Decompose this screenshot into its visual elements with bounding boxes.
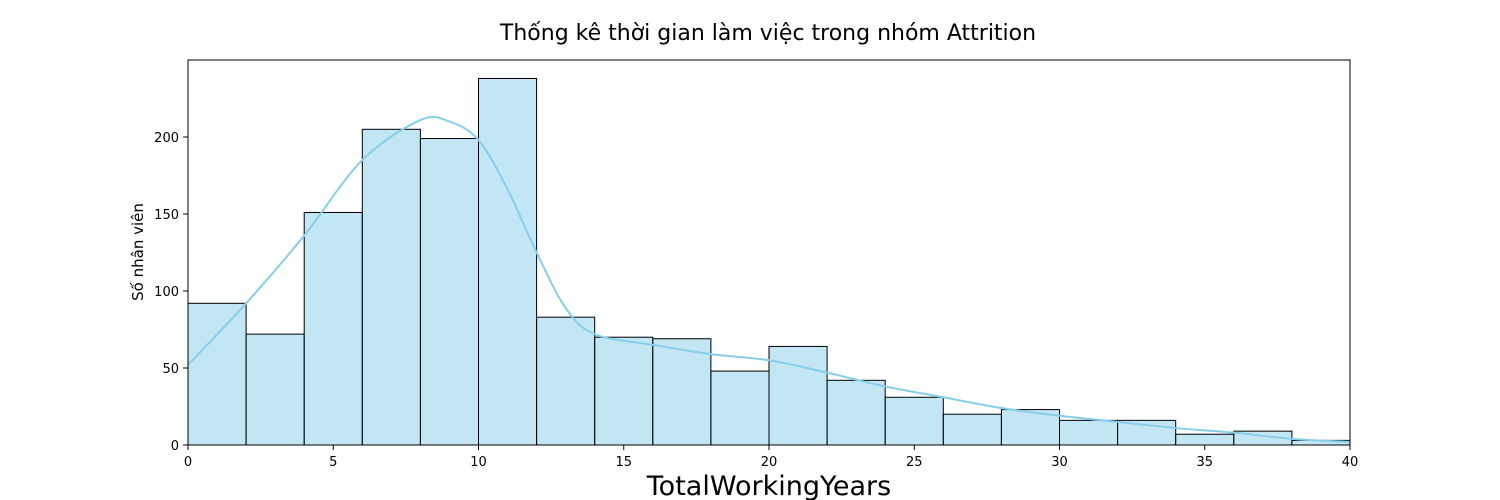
histogram-bar xyxy=(245,333,305,446)
kde-curve xyxy=(187,115,1351,443)
x-tick-label: 30 xyxy=(1051,455,1068,470)
histogram-bar xyxy=(652,338,712,446)
histogram-bar xyxy=(536,316,596,446)
x-tick-label: 10 xyxy=(470,455,487,470)
histogram-bar xyxy=(187,302,247,446)
x-tick-label: 15 xyxy=(615,455,632,470)
x-tick-label: 5 xyxy=(329,455,337,470)
histogram-bar xyxy=(303,211,363,446)
histogram-bar xyxy=(942,413,1002,446)
histogram-bar xyxy=(884,396,944,446)
x-tick-label: 0 xyxy=(184,455,192,470)
bars-layer xyxy=(187,77,1351,446)
x-axis-ticks: 0 5 10 15 20 25 30 35 40 xyxy=(184,445,1358,470)
histogram-bar xyxy=(478,77,538,446)
histogram-bar xyxy=(1117,419,1177,446)
y-axis-label: Số nhân viên xyxy=(129,203,147,301)
x-tick-label: 40 xyxy=(1342,455,1359,470)
y-tick-label: 100 xyxy=(154,285,179,300)
chart-title: Thống kê thời gian làm việc trong nhóm A… xyxy=(499,21,1036,46)
histogram-bar xyxy=(710,370,770,446)
y-tick-label: 0 xyxy=(171,439,179,454)
y-tick-label: 200 xyxy=(154,131,179,146)
x-tick-label: 20 xyxy=(761,455,778,470)
histogram-bar xyxy=(419,138,479,446)
histogram-bar xyxy=(1175,433,1235,446)
x-tick-label: 25 xyxy=(906,455,923,470)
x-axis-label: TotalWorkingYears xyxy=(646,471,891,500)
y-tick-label: 150 xyxy=(154,208,179,223)
histogram-bar xyxy=(361,128,421,446)
histogram-bar xyxy=(826,379,886,446)
y-axis-ticks: 0 50 100 150 200 xyxy=(154,131,188,454)
histogram-bar xyxy=(594,336,654,446)
histogram-bar xyxy=(1059,419,1119,446)
x-tick-label: 35 xyxy=(1196,455,1213,470)
y-tick-label: 50 xyxy=(162,362,179,377)
